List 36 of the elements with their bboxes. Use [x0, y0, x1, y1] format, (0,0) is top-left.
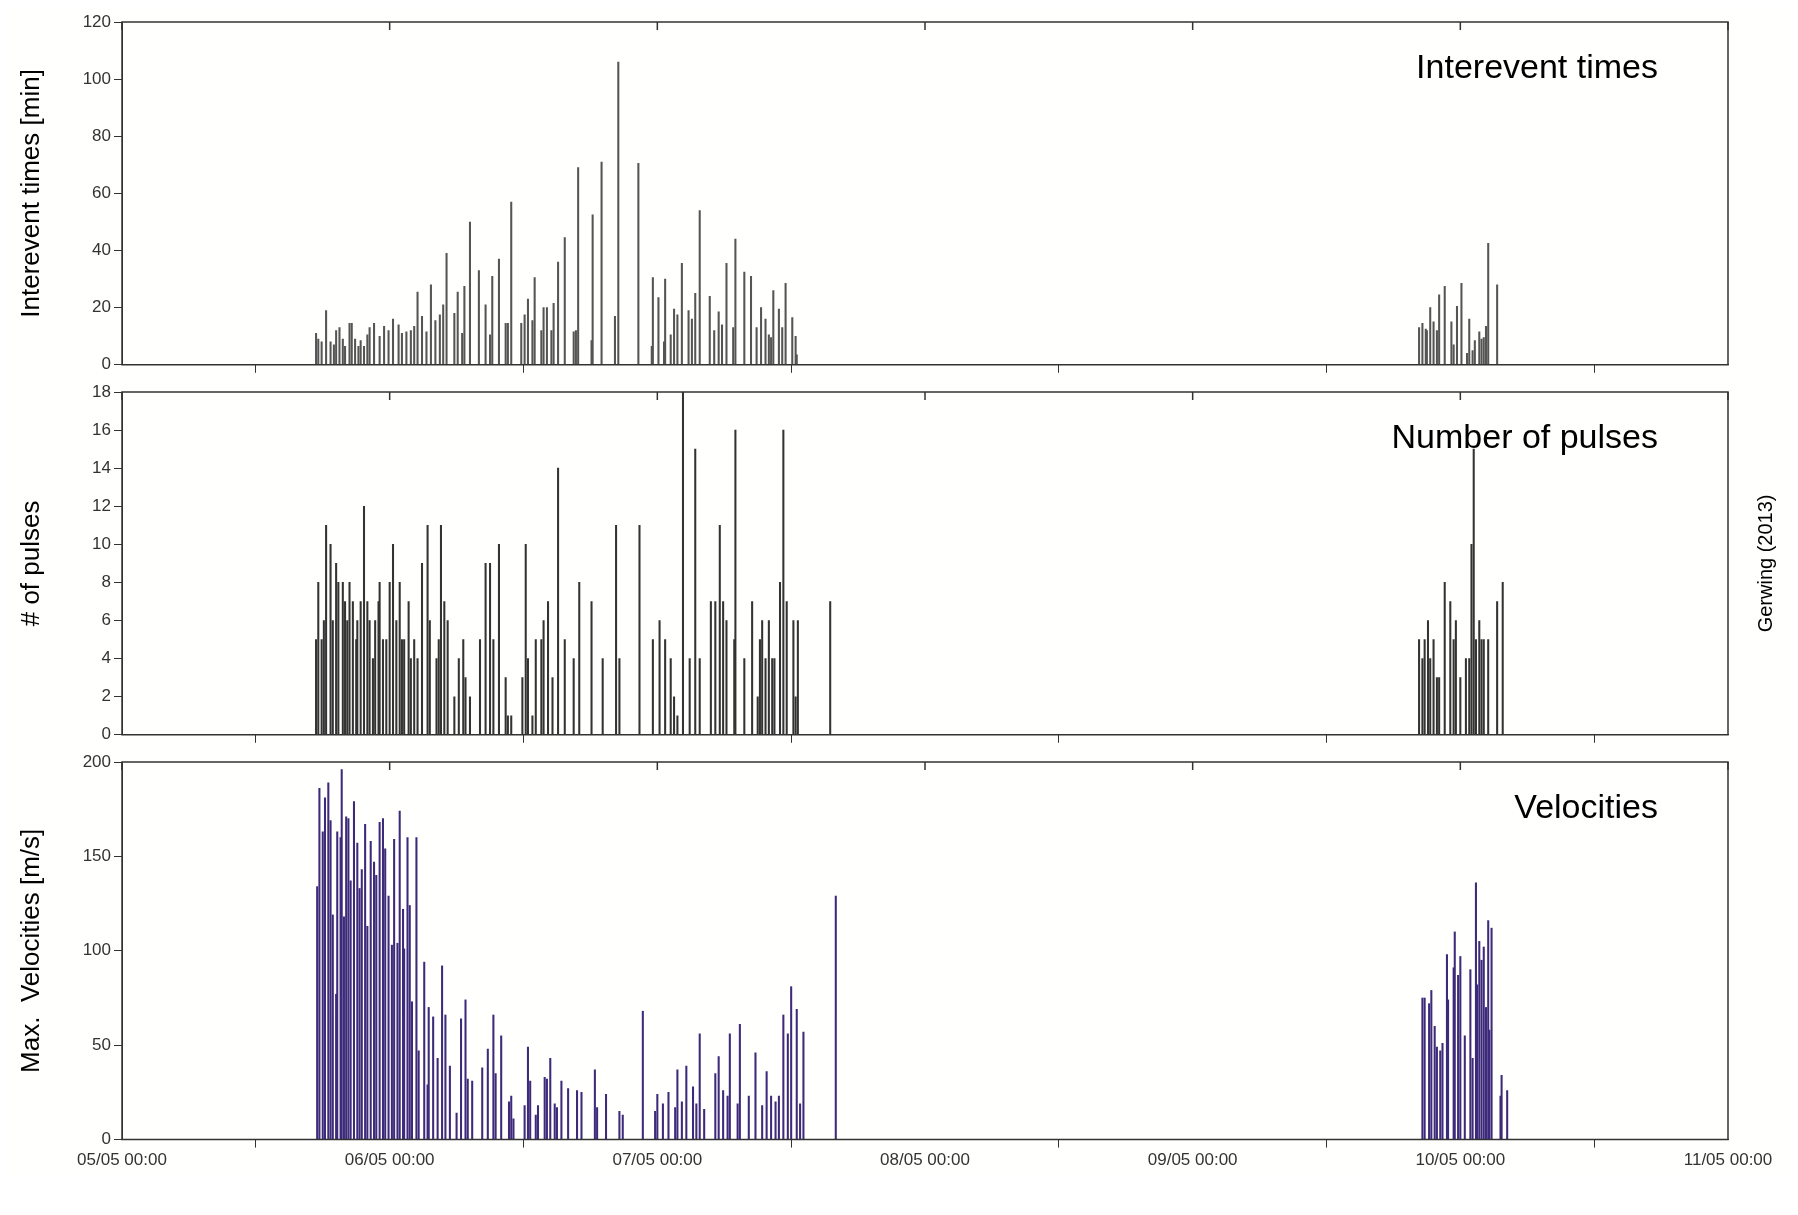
- annotation: Interevent times: [1416, 47, 1658, 86]
- y-tick-label: 100: [82, 940, 111, 960]
- y-tick-label: 2: [101, 686, 111, 706]
- x-tick-label: 11/05 00:00: [1683, 1150, 1773, 1170]
- y-axis-title: Interevent times [min]: [14, 69, 45, 318]
- y-tick-label: 10: [92, 534, 111, 554]
- x-tick-label: 10/05 00:00: [1415, 1150, 1506, 1170]
- y-tick-label: 120: [82, 11, 111, 31]
- y-axis-title: Max. Velocities [m/s]: [14, 828, 45, 1073]
- y-tick-label: 20: [92, 297, 111, 317]
- x-tick-label: 06/05 00:00: [344, 1150, 435, 1170]
- y-tick-label: 150: [82, 846, 111, 866]
- x-tick-label: 09/05 00:00: [1147, 1150, 1238, 1170]
- y-tick-label: 12: [92, 495, 111, 515]
- y-tick-label: 80: [92, 125, 111, 145]
- y-tick-label: 8: [101, 572, 111, 592]
- y-tick-label: 200: [82, 751, 111, 771]
- y-tick-label: 60: [92, 183, 111, 203]
- x-tick-label: 08/05 00:00: [880, 1150, 970, 1170]
- y-tick-label: 0: [101, 354, 111, 374]
- y-tick-label: 16: [92, 419, 111, 439]
- y-tick-label: 6: [101, 610, 111, 630]
- y-tick-label: 100: [82, 68, 111, 88]
- y-tick-label: 0: [101, 1129, 111, 1149]
- text: Gerwing (2013): [1753, 494, 1776, 633]
- y-tick-label: 4: [101, 648, 111, 668]
- y-axis-title: # of pulses: [14, 500, 45, 627]
- y-tick-label: 0: [101, 724, 111, 744]
- y-tick-label: 14: [92, 457, 111, 477]
- y-tick-label: 40: [92, 240, 111, 260]
- y-tick-label: 50: [92, 1034, 111, 1054]
- x-tick-label: 07/05 00:00: [612, 1150, 703, 1170]
- annotation: Number of pulses: [1391, 417, 1658, 456]
- annotation: Velocities: [1514, 787, 1658, 826]
- y-tick-label: 18: [92, 381, 111, 401]
- x-tick-label: 05/05 00:00: [77, 1150, 167, 1170]
